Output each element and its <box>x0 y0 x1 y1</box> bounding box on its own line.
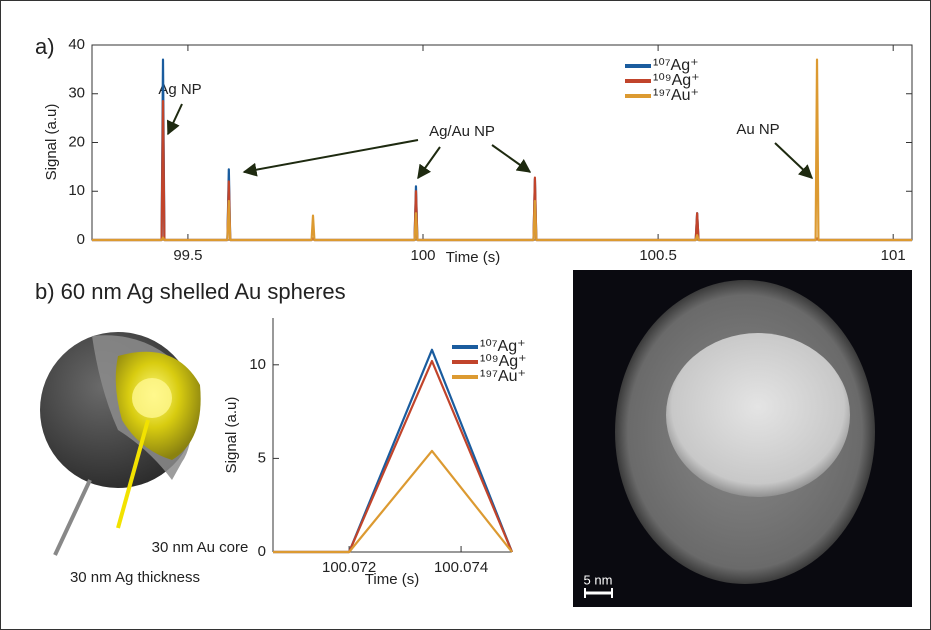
y-tick-label: 40 <box>68 36 85 53</box>
x-tick-label: 99.5 <box>173 247 202 264</box>
annotation: Au NP <box>736 121 779 138</box>
y-tick-label: 20 <box>68 133 85 150</box>
plot-frame <box>92 45 912 240</box>
diagram-label: 30 nm Au core <box>152 539 249 556</box>
annotation: Ag NP <box>158 81 201 98</box>
y-tick-label: 10 <box>68 182 85 199</box>
y-tick-label: 30 <box>68 85 85 102</box>
panel-label: a) <box>35 34 55 59</box>
legend-label: ¹⁹⁷Au⁺ <box>653 87 699 104</box>
figure: a) b) 60 nm Ag shelled Au spheres Ag NP … <box>0 0 931 630</box>
arrows <box>168 104 812 178</box>
x-axis-label: Time (s) <box>446 249 500 266</box>
annotation: Ag/Au NP <box>429 123 495 140</box>
y-tick-label: 0 <box>258 543 266 560</box>
x-tick-label: 100.5 <box>639 247 677 264</box>
x-tick-label: 100.074 <box>434 559 488 576</box>
y-axis-label: Signal (a.u) <box>223 397 240 474</box>
x-axis-label: Time (s) <box>365 571 419 588</box>
tem-image: 5 nm <box>573 270 912 607</box>
series-line <box>273 361 512 552</box>
sphere-diagram: 30 nm Au core 30 nm Ag thickness <box>40 332 248 586</box>
series-line <box>92 60 912 240</box>
panel-label: b) 60 nm Ag shelled Au spheres <box>35 279 346 304</box>
series-line <box>92 60 912 240</box>
y-tick-label: 0 <box>77 231 85 248</box>
legend-label: ¹⁹⁷Au⁺ <box>480 368 526 385</box>
y-tick-label: 5 <box>258 449 266 466</box>
y-tick-label: 10 <box>249 356 266 373</box>
y-axis-label: Signal (a.u) <box>43 104 60 181</box>
diagram-label: 30 nm Ag thickness <box>70 569 200 586</box>
scale-bar-label: 5 nm <box>584 572 613 587</box>
series-line <box>92 101 912 240</box>
x-tick-label: 100 <box>410 247 435 264</box>
x-tick-label: 101 <box>881 247 906 264</box>
